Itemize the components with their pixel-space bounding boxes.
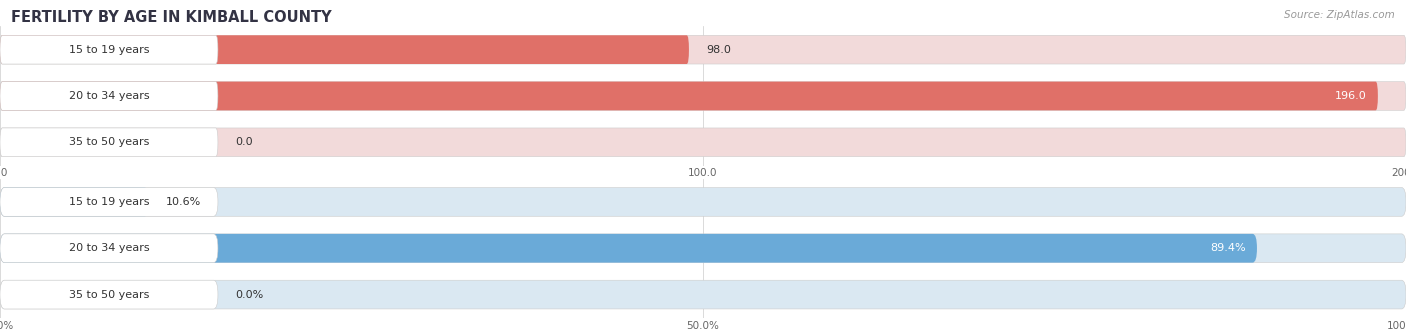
FancyBboxPatch shape xyxy=(0,280,1406,309)
FancyBboxPatch shape xyxy=(0,35,689,64)
FancyBboxPatch shape xyxy=(0,188,218,216)
Text: 89.4%: 89.4% xyxy=(1211,243,1246,253)
Text: 35 to 50 years: 35 to 50 years xyxy=(69,290,149,300)
Text: 15 to 19 years: 15 to 19 years xyxy=(69,45,149,55)
Text: 35 to 50 years: 35 to 50 years xyxy=(69,137,149,147)
FancyBboxPatch shape xyxy=(0,234,1257,262)
FancyBboxPatch shape xyxy=(0,35,1406,64)
Text: Source: ZipAtlas.com: Source: ZipAtlas.com xyxy=(1284,10,1395,20)
FancyBboxPatch shape xyxy=(0,234,1406,262)
Text: 10.6%: 10.6% xyxy=(166,197,201,207)
FancyBboxPatch shape xyxy=(0,35,218,64)
Text: 0.0%: 0.0% xyxy=(235,290,263,300)
FancyBboxPatch shape xyxy=(0,82,218,110)
Text: 20 to 34 years: 20 to 34 years xyxy=(69,243,149,253)
Text: 15 to 19 years: 15 to 19 years xyxy=(69,197,149,207)
Text: 0.0: 0.0 xyxy=(235,137,253,147)
Text: 196.0: 196.0 xyxy=(1334,91,1367,101)
FancyBboxPatch shape xyxy=(0,280,218,309)
FancyBboxPatch shape xyxy=(0,82,1378,110)
FancyBboxPatch shape xyxy=(0,188,149,216)
FancyBboxPatch shape xyxy=(0,234,218,262)
FancyBboxPatch shape xyxy=(0,188,1406,216)
Text: 98.0: 98.0 xyxy=(706,45,731,55)
FancyBboxPatch shape xyxy=(0,82,1406,110)
FancyBboxPatch shape xyxy=(0,128,218,157)
Text: 20 to 34 years: 20 to 34 years xyxy=(69,91,149,101)
Text: FERTILITY BY AGE IN KIMBALL COUNTY: FERTILITY BY AGE IN KIMBALL COUNTY xyxy=(11,10,332,25)
FancyBboxPatch shape xyxy=(0,128,1406,157)
